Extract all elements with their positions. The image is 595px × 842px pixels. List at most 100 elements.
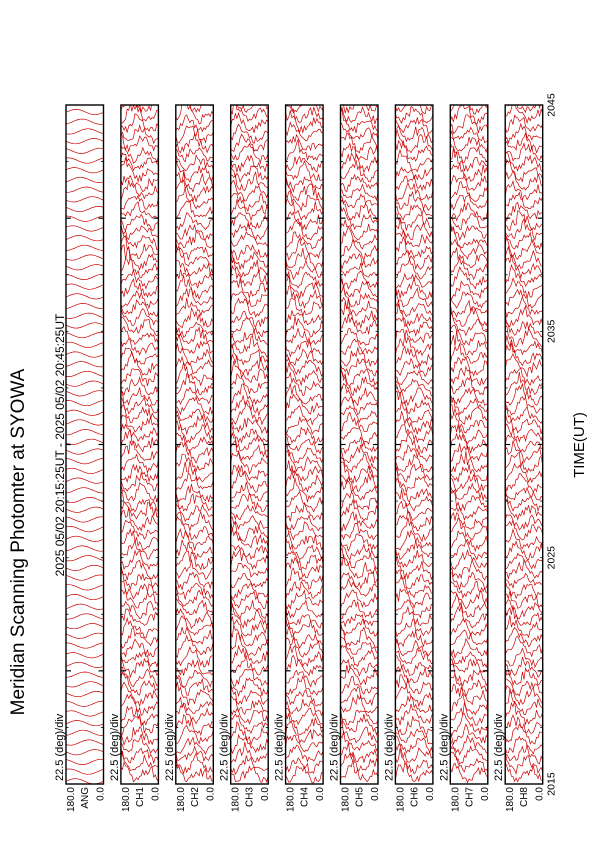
trace-line [450, 365, 488, 387]
trace-line [340, 546, 378, 569]
trace-line [66, 642, 104, 649]
trace-line [285, 175, 324, 193]
trace-line [285, 211, 324, 231]
trace-line [505, 158, 543, 183]
trace-line [450, 126, 488, 144]
trace-line [395, 166, 433, 181]
trace-line [340, 152, 378, 174]
panel-ch5: 180.0 0.0 CH5 22.5 (deg)/div [329, 104, 381, 812]
trace-line [450, 662, 488, 687]
trace-line [505, 217, 543, 241]
trace-line [450, 637, 488, 659]
trace-line [230, 171, 269, 191]
trace-line [120, 337, 159, 356]
trace-line [285, 611, 324, 629]
trace-line [120, 491, 159, 513]
trace-line [230, 395, 269, 417]
trace-line [395, 761, 433, 783]
panel-traces [340, 105, 378, 783]
trace-line [395, 277, 433, 300]
trace-line [395, 735, 433, 754]
trace-line [66, 497, 104, 504]
trace-line [120, 705, 159, 726]
trace-line [230, 278, 269, 300]
trace-line [175, 736, 214, 756]
trace-line [175, 306, 214, 329]
trace-line [285, 644, 324, 667]
scale-label: 22.5 (deg)/div [329, 713, 341, 781]
trace-line [340, 664, 378, 686]
trace-line [285, 371, 324, 397]
trace-line [285, 155, 324, 173]
trace-line [340, 225, 378, 250]
trace-line [340, 183, 378, 202]
trace-line [120, 472, 159, 492]
trace-line [285, 160, 324, 182]
trace-line [175, 114, 214, 133]
trace-line [395, 574, 433, 599]
trace-line [505, 559, 543, 580]
trace-line [230, 590, 269, 610]
trace-line [450, 451, 488, 473]
trace-line [505, 514, 543, 531]
trace-line [505, 396, 543, 416]
trace-line [285, 328, 324, 345]
trace-line [285, 231, 324, 250]
trace-line [395, 599, 433, 619]
trace-line [66, 758, 104, 765]
x-tick-labels: 2015 2025 2035 2045 [546, 93, 558, 796]
trace-line [120, 299, 159, 317]
trace-line [505, 688, 543, 716]
trace-line [66, 341, 104, 348]
trace-line [340, 693, 378, 714]
trace-line [395, 684, 433, 708]
panel-ch1: 180.0 0.0 CH1 22.5 (deg)/div [109, 104, 161, 812]
trace-line [230, 450, 269, 475]
trace-line [450, 193, 488, 211]
trace-line [340, 238, 378, 261]
trace-line [175, 762, 214, 783]
trace-line [340, 599, 378, 620]
trace-line [66, 652, 104, 659]
scale-label: 22.5 (deg)/div [493, 713, 505, 781]
trace-line [285, 237, 324, 261]
trace-line [395, 357, 433, 378]
trace-line [450, 482, 488, 502]
trace-line [285, 275, 324, 299]
trace-line [395, 548, 433, 568]
trace-line [120, 347, 159, 365]
trace-line [340, 405, 378, 423]
trace-line [66, 555, 104, 562]
trace-line [285, 270, 324, 289]
trace-line [285, 310, 324, 326]
trace-line [285, 362, 324, 387]
trace-line [175, 725, 214, 745]
trace-line [66, 526, 104, 533]
trace-line [230, 603, 269, 629]
trace-line [395, 378, 433, 397]
panel-traces [395, 105, 433, 783]
trace-line [285, 105, 324, 124]
trace-line [230, 624, 269, 647]
trace-line [66, 691, 104, 698]
trace-line [505, 342, 543, 367]
trace-line [175, 230, 214, 249]
trace-line [230, 111, 269, 133]
trace-line [340, 121, 378, 140]
trace-line [230, 616, 269, 637]
trace-line [340, 219, 378, 241]
trace-line [230, 677, 269, 698]
trace-line [120, 113, 159, 133]
trace-line [230, 631, 269, 656]
trace-line [285, 190, 324, 212]
trace-line [450, 558, 488, 581]
trace-line [505, 131, 543, 154]
trace-line [340, 619, 378, 637]
trace-line [66, 390, 104, 397]
trace-line [340, 613, 378, 628]
trace-line [120, 213, 159, 232]
trace-line [285, 699, 324, 717]
trace-line [450, 432, 488, 454]
trace-line [175, 582, 214, 600]
trace-line [450, 629, 488, 646]
